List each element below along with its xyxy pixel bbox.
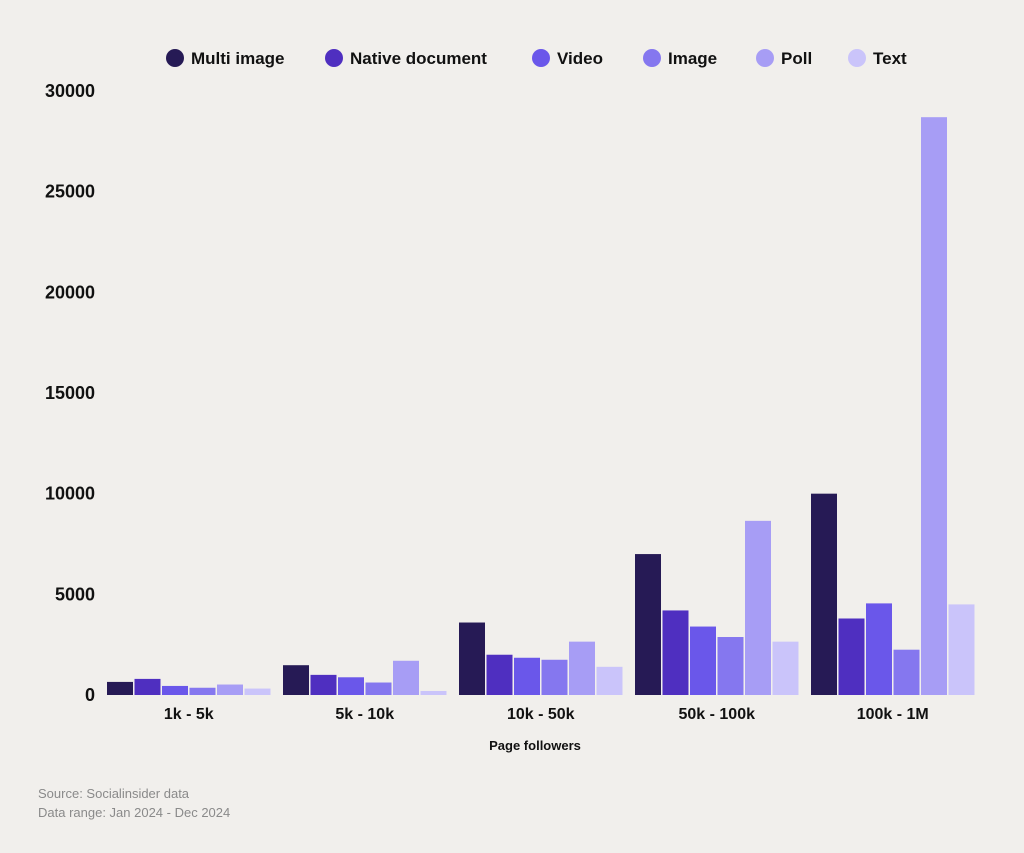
bar [948,604,975,695]
x-axis: 1k - 5k 5k - 10k 10k - 50k 50k - 100k 100k -… [164,706,929,723]
bar [838,618,865,695]
bar [107,681,133,695]
bar [514,657,540,695]
legend-swatch [848,49,866,67]
legend-label: Text [873,49,907,68]
y-tick-label: 0 [85,685,95,705]
legend-label: Video [557,49,603,68]
bar [310,674,337,695]
bar [635,554,661,695]
bar-group [811,117,975,695]
bar [244,688,271,695]
legend-swatch [166,49,184,67]
x-tick-label: 1k - 5k [164,706,214,723]
bar [690,626,716,695]
y-tick-label: 10000 [45,484,95,504]
y-tick-label: 25000 [45,182,95,202]
legend-item: Text [848,49,907,68]
bar [921,117,947,695]
bar [283,665,309,695]
bar [459,622,485,695]
bar [338,677,364,695]
legend-label: Poll [781,49,812,68]
bar [217,684,243,695]
bar [596,666,623,695]
bar [189,687,216,695]
x-axis-title: Page followers [489,738,581,753]
y-axis: 0 5000 10000 15000 20000 25000 30000 [45,81,95,705]
bar [393,660,419,695]
legend-swatch [325,49,343,67]
bar-group [283,660,447,695]
bar [866,603,892,695]
x-tick-label: 10k - 50k [507,706,575,723]
y-tick-label: 30000 [45,81,95,101]
bar [772,641,799,695]
legend: Multi image Native document Video Image Poll… [166,49,907,68]
bar [541,659,568,695]
bar [365,682,392,695]
y-tick-label: 5000 [55,584,95,604]
bars [107,117,975,695]
bar [662,610,689,695]
bar-chart: Multi image Native document Video Image Poll… [45,49,975,753]
bar-group [107,678,271,695]
bar-group [635,520,799,695]
legend-swatch [643,49,661,67]
legend-label: Multi image [191,49,285,68]
x-tick-label: 5k - 10k [335,706,394,723]
legend-label: Image [668,49,717,68]
chart-footer: Source: Socialinsider data Data range: J… [38,784,230,822]
legend-label: Native document [350,49,487,68]
source-note: Source: Socialinsider data [38,786,190,801]
y-tick-label: 20000 [45,282,95,302]
bar [811,493,837,695]
bar [420,690,447,695]
bar [134,678,161,695]
legend-swatch [756,49,774,67]
data-range-note: Data range: Jan 2024 - Dec 2024 [38,805,231,820]
legend-item: Image [643,49,717,68]
legend-item: Poll [756,49,812,68]
x-tick-label: 100k - 1M [857,706,929,723]
bar [745,520,771,695]
bar [893,649,920,695]
bar-group [459,622,623,695]
x-tick-label: 50k - 100k [678,706,755,723]
legend-swatch [532,49,550,67]
bar [162,685,188,695]
bar [717,637,744,695]
bar [486,654,513,695]
legend-item: Multi image [166,49,285,68]
legend-item: Video [532,49,603,68]
y-tick-label: 15000 [45,383,95,403]
legend-item: Native document [325,49,487,68]
bar [569,641,595,695]
